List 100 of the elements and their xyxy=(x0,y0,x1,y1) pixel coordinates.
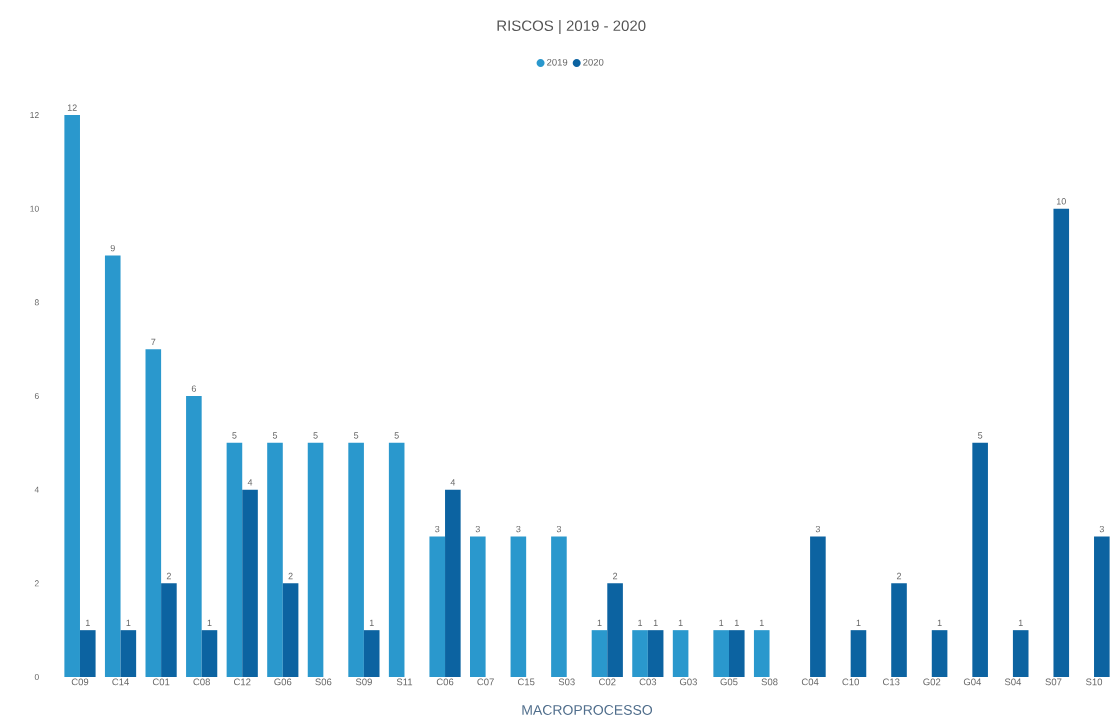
data-label: 1 xyxy=(719,619,724,626)
x-tick-label: C15 xyxy=(517,678,535,686)
bar xyxy=(201,630,218,677)
bar xyxy=(1012,630,1029,677)
x-tick-label: S08 xyxy=(761,678,778,686)
bar xyxy=(307,442,324,677)
x-tick-label: C07 xyxy=(477,678,494,686)
x-tick-label: C03 xyxy=(639,678,657,686)
x-tick-label: G04 xyxy=(963,678,982,686)
data-label: 1 xyxy=(1018,619,1023,626)
x-tick-label: S07 xyxy=(1045,678,1062,686)
bar xyxy=(145,349,162,677)
y-tick-label: 4 xyxy=(34,486,39,493)
data-label: 5 xyxy=(978,432,983,439)
data-label: 5 xyxy=(272,432,278,439)
bar xyxy=(1094,536,1110,677)
bar xyxy=(388,442,405,677)
bar xyxy=(728,630,745,677)
bar xyxy=(753,630,770,677)
bar xyxy=(226,442,243,677)
bar xyxy=(972,442,988,677)
data-label: 1 xyxy=(638,619,643,626)
data-label: 1 xyxy=(207,619,212,626)
data-label: 9 xyxy=(110,244,115,252)
bar xyxy=(104,255,121,677)
x-tick-label: C06 xyxy=(436,678,454,686)
bar xyxy=(470,536,486,677)
bar xyxy=(647,630,664,677)
data-label: 4 xyxy=(247,479,253,486)
bar xyxy=(1053,208,1070,677)
bar xyxy=(64,115,80,677)
data-label: 1 xyxy=(653,619,658,626)
bar xyxy=(891,583,907,677)
bar xyxy=(363,630,380,677)
bar xyxy=(120,630,137,677)
y-tick-label: 2 xyxy=(34,580,39,587)
y-tick-label: 6 xyxy=(34,392,39,399)
data-label: 2 xyxy=(896,572,902,580)
bar xyxy=(713,630,729,677)
data-label: 2 xyxy=(288,572,293,580)
x-tick-label: G03 xyxy=(679,678,697,686)
bar xyxy=(186,396,202,677)
x-tick-label: S09 xyxy=(355,678,372,686)
x-tick-label: S10 xyxy=(1086,678,1103,686)
data-label: 1 xyxy=(369,619,374,626)
data-label: 3 xyxy=(815,525,820,533)
x-tick-label: C08 xyxy=(193,678,210,686)
data-label: 1 xyxy=(937,619,942,626)
bar xyxy=(510,536,527,677)
data-label: 1 xyxy=(734,619,739,626)
bar xyxy=(242,489,258,677)
bar xyxy=(850,630,867,677)
y-tick-label: 0 xyxy=(34,673,39,680)
bar xyxy=(591,630,608,677)
x-tick-label: S11 xyxy=(396,678,413,686)
data-label: 5 xyxy=(394,432,399,439)
data-label: 1 xyxy=(85,619,90,626)
x-tick-label: C13 xyxy=(882,678,900,686)
x-tick-label: G02 xyxy=(923,678,941,686)
bar xyxy=(632,630,648,677)
x-tick-label: C14 xyxy=(112,678,129,686)
bar xyxy=(672,630,689,677)
bar xyxy=(931,630,948,677)
x-tick-label: G06 xyxy=(274,678,292,686)
x-tick-label: S04 xyxy=(1004,678,1022,686)
x-tick-label: S06 xyxy=(315,678,332,686)
bar xyxy=(79,630,96,677)
data-label: 2 xyxy=(166,572,171,580)
x-tick-label: C10 xyxy=(842,678,859,686)
bar xyxy=(607,583,623,677)
x-axis-title: MACROPROCESSO xyxy=(522,705,653,715)
x-tick-label: C04 xyxy=(801,678,819,686)
x-tick-label: S03 xyxy=(558,678,575,686)
bar xyxy=(161,583,177,677)
legend-label: 2020 xyxy=(583,58,604,66)
data-label: 3 xyxy=(556,525,562,533)
data-label: 5 xyxy=(353,432,359,439)
x-tick-label: C12 xyxy=(234,678,251,686)
data-label: 3 xyxy=(435,525,440,533)
y-tick-label: 12 xyxy=(30,112,39,118)
bar xyxy=(429,536,446,677)
bar xyxy=(267,442,283,677)
data-label: 1 xyxy=(126,619,131,626)
bar xyxy=(445,489,461,677)
data-label: 6 xyxy=(191,385,196,392)
data-label: 1 xyxy=(678,619,683,626)
bar xyxy=(348,442,364,677)
data-label: 5 xyxy=(232,432,237,439)
x-tick-label: C01 xyxy=(152,678,170,686)
data-label: 12 xyxy=(67,104,77,111)
data-label: 5 xyxy=(313,432,318,439)
data-label: 7 xyxy=(151,338,156,345)
data-label: 1 xyxy=(759,619,764,626)
data-label: 2 xyxy=(613,572,618,580)
data-label: 4 xyxy=(450,479,456,486)
data-label: 3 xyxy=(516,525,521,533)
x-tick-label: G05 xyxy=(720,678,738,686)
data-label: 3 xyxy=(475,525,480,533)
data-label: 10 xyxy=(1056,198,1066,205)
chart-title: RISCOS | 2019 - 2020 xyxy=(497,19,646,35)
